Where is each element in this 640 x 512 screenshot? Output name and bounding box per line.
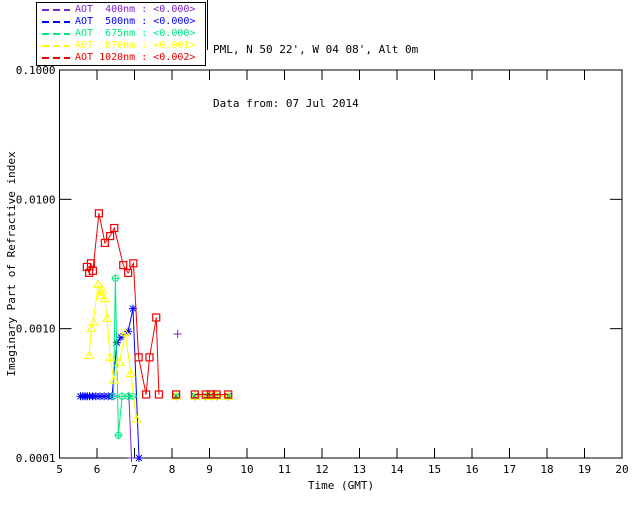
legend-entry-0: AOT 400nm : <0.000> bbox=[37, 4, 205, 16]
series-aot-870nm bbox=[84, 279, 234, 423]
legend-dash-line bbox=[42, 45, 70, 47]
legend-entry-3: AOT 870nm : <0.001> bbox=[37, 40, 205, 52]
x-tick-label: 19 bbox=[578, 463, 591, 476]
marker-square bbox=[124, 268, 133, 277]
marker-square bbox=[110, 223, 119, 233]
y-tick-label: 0.0010 bbox=[16, 323, 56, 336]
marker-triangle bbox=[171, 391, 182, 400]
x-tick-label: 10 bbox=[240, 463, 253, 476]
marker-triangle bbox=[105, 352, 116, 361]
x-tick-label: 16 bbox=[465, 463, 478, 476]
marker-triangle bbox=[84, 350, 95, 360]
marker-triangle bbox=[99, 293, 110, 303]
marker-triangle bbox=[88, 317, 99, 326]
marker-square bbox=[88, 266, 97, 275]
legend-dash-line bbox=[42, 33, 70, 35]
legend-entry-4: AOT 1020nm : <0.002> bbox=[37, 52, 205, 64]
x-tick-label: 17 bbox=[503, 463, 516, 476]
series-aot-675nm bbox=[109, 274, 233, 440]
data-date: Data from: 07 Jul 2014 bbox=[213, 97, 359, 110]
legend-entry-1: AOT 500nm : <0.000> bbox=[37, 16, 205, 28]
marker-square bbox=[201, 390, 210, 399]
x-axis-label: Time (GMT) bbox=[308, 479, 374, 492]
marker-square bbox=[145, 353, 154, 362]
x-tick-label: 8 bbox=[169, 463, 176, 476]
axes-frame: 5 6 7 8 9 10 11 12 13 14 15 16 17 18 19 20 0.1000 0.0100 0… bbox=[16, 64, 629, 476]
data-series bbox=[76, 209, 234, 462]
x-tick-label: 14 bbox=[390, 463, 404, 476]
x-tick-label: 6 bbox=[94, 463, 101, 476]
legend-dash-line bbox=[42, 9, 70, 11]
x-tick-label: 9 bbox=[206, 463, 213, 476]
marker-square bbox=[106, 231, 115, 241]
legend-entry-label: AOT 1020nm : <0.002> bbox=[75, 52, 196, 63]
marker-square bbox=[94, 209, 103, 218]
marker-square bbox=[129, 259, 138, 268]
marker-square bbox=[212, 390, 221, 399]
marker-square bbox=[134, 353, 143, 362]
marker-triangle bbox=[223, 391, 234, 400]
marker-triangle bbox=[125, 368, 136, 378]
y-axis-label: Imaginary Part of Refractive index bbox=[5, 151, 18, 377]
marker-square bbox=[172, 390, 181, 399]
header-divider-line bbox=[207, 0, 208, 50]
station-location: PML, N 50 22', W 04 08', Alt 0m bbox=[213, 43, 419, 56]
legend-entry-label: AOT 400nm : <0.000> bbox=[75, 4, 196, 15]
legend-dash-line bbox=[42, 57, 70, 59]
marker-asterisk bbox=[117, 333, 125, 341]
x-tick-label: 7 bbox=[131, 463, 138, 476]
marker-square bbox=[206, 390, 216, 399]
series-line bbox=[86, 213, 160, 395]
series-line bbox=[113, 278, 133, 436]
marker-triangle bbox=[189, 391, 200, 400]
x-tick-label: 15 bbox=[428, 463, 441, 476]
x-tick-label: 11 bbox=[278, 463, 291, 476]
marker-square bbox=[152, 313, 161, 322]
marker-asterisk bbox=[135, 454, 143, 462]
y-tick-label: 0.0001 bbox=[16, 452, 56, 465]
legend-entry-label: AOT 870nm : <0.001> bbox=[75, 40, 196, 51]
x-tick-label: 20 bbox=[615, 463, 628, 476]
station-header: PML, N 50 22', W 04 08', Alt 0m Data fro… bbox=[213, 5, 418, 149]
series-line bbox=[88, 284, 137, 420]
legend-box: AOT 400nm : <0.000> AOT 500nm : <0.000> AO… bbox=[36, 2, 206, 66]
marker-triangle bbox=[120, 327, 131, 337]
marker-triangle bbox=[131, 414, 142, 423]
marker-triangle bbox=[102, 313, 113, 322]
legend-entry-label: AOT 675nm : <0.000> bbox=[75, 28, 196, 39]
marker-triangle bbox=[93, 279, 104, 288]
marker-triangle bbox=[95, 290, 106, 300]
y-tick-label: 0.0100 bbox=[16, 193, 56, 206]
legend-entry-label: AOT 500nm : <0.000> bbox=[75, 16, 196, 27]
marker-square bbox=[190, 390, 199, 399]
marker-triangle bbox=[108, 375, 119, 384]
y-tick-label: 0.1000 bbox=[16, 64, 56, 77]
x-tick-label: 5 bbox=[56, 463, 63, 476]
marker-asterisk bbox=[129, 305, 137, 312]
marker-triangle bbox=[114, 357, 125, 366]
plot-frame bbox=[59, 69, 623, 459]
marker-square bbox=[100, 238, 109, 248]
legend-entry-2: AOT 675nm : <0.000> bbox=[37, 28, 205, 40]
series-aot-1020nm bbox=[82, 209, 233, 399]
marker-triangle bbox=[86, 323, 97, 333]
x-tick-label: 12 bbox=[315, 463, 328, 476]
marker-asterisk bbox=[124, 328, 132, 335]
x-tick-label: 18 bbox=[540, 463, 553, 476]
marker-square bbox=[154, 390, 163, 399]
x-tick-label: 13 bbox=[353, 463, 366, 476]
series-line bbox=[128, 396, 132, 459]
marker-square bbox=[119, 261, 128, 270]
legend-dash-line bbox=[42, 21, 70, 23]
marker-triangle bbox=[97, 284, 108, 294]
marker-square bbox=[224, 390, 233, 399]
marker-square bbox=[142, 390, 151, 399]
